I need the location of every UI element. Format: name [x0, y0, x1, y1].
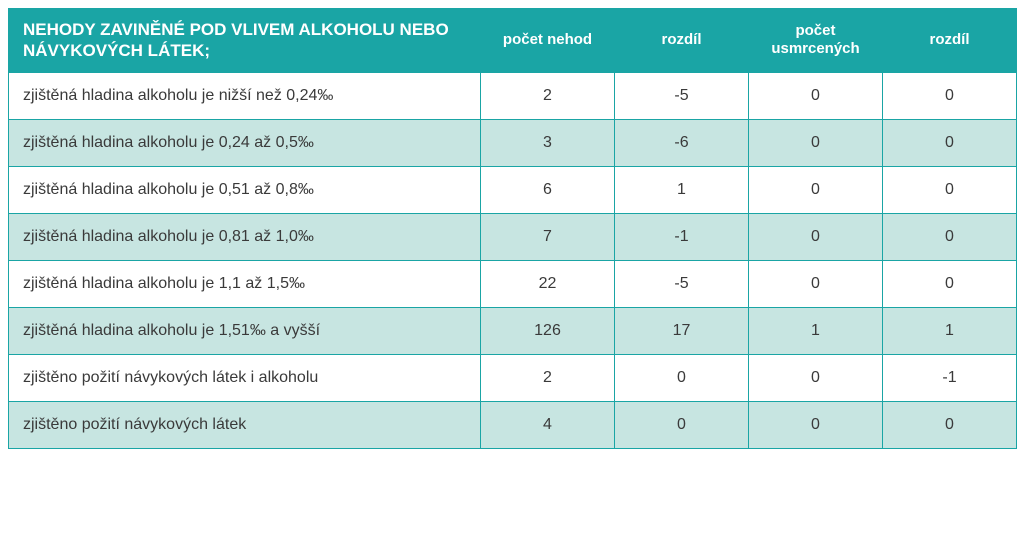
row-value: -5 [615, 72, 749, 119]
table-head: NEHODY ZAVINĚNÉ POD VLIVEM ALKOHOLU NEBO… [9, 9, 1017, 73]
row-value: 6 [481, 166, 615, 213]
table-row: zjištěná hladina alkoholu je nižší než 0… [9, 72, 1017, 119]
table-body: zjištěná hladina alkoholu je nižší než 0… [9, 72, 1017, 448]
row-description: zjištěná hladina alkoholu je 1,1 až 1,5‰ [9, 260, 481, 307]
row-value: 0 [615, 401, 749, 448]
row-value: 0 [749, 213, 883, 260]
row-description: zjištěná hladina alkoholu je nižší než 0… [9, 72, 481, 119]
row-value: 3 [481, 119, 615, 166]
header-pocet-nehod: počet nehod [481, 9, 615, 73]
header-row: NEHODY ZAVINĚNÉ POD VLIVEM ALKOHOLU NEBO… [9, 9, 1017, 73]
row-value: 0 [883, 119, 1017, 166]
row-value: 0 [883, 166, 1017, 213]
row-value: 2 [481, 354, 615, 401]
row-value: 0 [883, 72, 1017, 119]
row-value: -5 [615, 260, 749, 307]
row-description: zjištěná hladina alkoholu je 0,24 až 0,5… [9, 119, 481, 166]
row-description: zjištěná hladina alkoholu je 1,51‰ a vyš… [9, 307, 481, 354]
row-value: 7 [481, 213, 615, 260]
header-rozdil-1: rozdíl [615, 9, 749, 73]
row-value: -1 [883, 354, 1017, 401]
table-row: zjištěná hladina alkoholu je 1,1 až 1,5‰… [9, 260, 1017, 307]
table-row: zjištěno požití návykových látek4000 [9, 401, 1017, 448]
row-value: 0 [749, 401, 883, 448]
row-value: 4 [481, 401, 615, 448]
row-value: 22 [481, 260, 615, 307]
row-value: 17 [615, 307, 749, 354]
row-value: 0 [883, 401, 1017, 448]
row-value: 1 [749, 307, 883, 354]
row-value: 0 [883, 260, 1017, 307]
row-description: zjištěná hladina alkoholu je 0,81 až 1,0… [9, 213, 481, 260]
header-description: NEHODY ZAVINĚNÉ POD VLIVEM ALKOHOLU NEBO… [9, 9, 481, 73]
row-value: 0 [749, 260, 883, 307]
table-row: zjištěná hladina alkoholu je 1,51‰ a vyš… [9, 307, 1017, 354]
table-row: zjištěná hladina alkoholu je 0,51 až 0,8… [9, 166, 1017, 213]
row-value: -6 [615, 119, 749, 166]
row-description: zjištěná hladina alkoholu je 0,51 až 0,8… [9, 166, 481, 213]
row-value: 0 [749, 354, 883, 401]
row-value: 1 [615, 166, 749, 213]
row-value: 0 [749, 72, 883, 119]
table-row: zjištěno požití návykových látek i alkoh… [9, 354, 1017, 401]
table-row: zjištěná hladina alkoholu je 0,81 až 1,0… [9, 213, 1017, 260]
row-value: 126 [481, 307, 615, 354]
row-description: zjištěno požití návykových látek [9, 401, 481, 448]
header-rozdil-2: rozdíl [883, 9, 1017, 73]
row-value: -1 [615, 213, 749, 260]
row-value: 0 [615, 354, 749, 401]
row-value: 0 [749, 119, 883, 166]
header-pocet-usmrcenych: počet usmrcených [749, 9, 883, 73]
accidents-table: NEHODY ZAVINĚNÉ POD VLIVEM ALKOHOLU NEBO… [8, 8, 1017, 449]
row-value: 0 [749, 166, 883, 213]
row-value: 1 [883, 307, 1017, 354]
row-value: 0 [883, 213, 1017, 260]
row-description: zjištěno požití návykových látek i alkoh… [9, 354, 481, 401]
table-row: zjištěná hladina alkoholu je 0,24 až 0,5… [9, 119, 1017, 166]
row-value: 2 [481, 72, 615, 119]
